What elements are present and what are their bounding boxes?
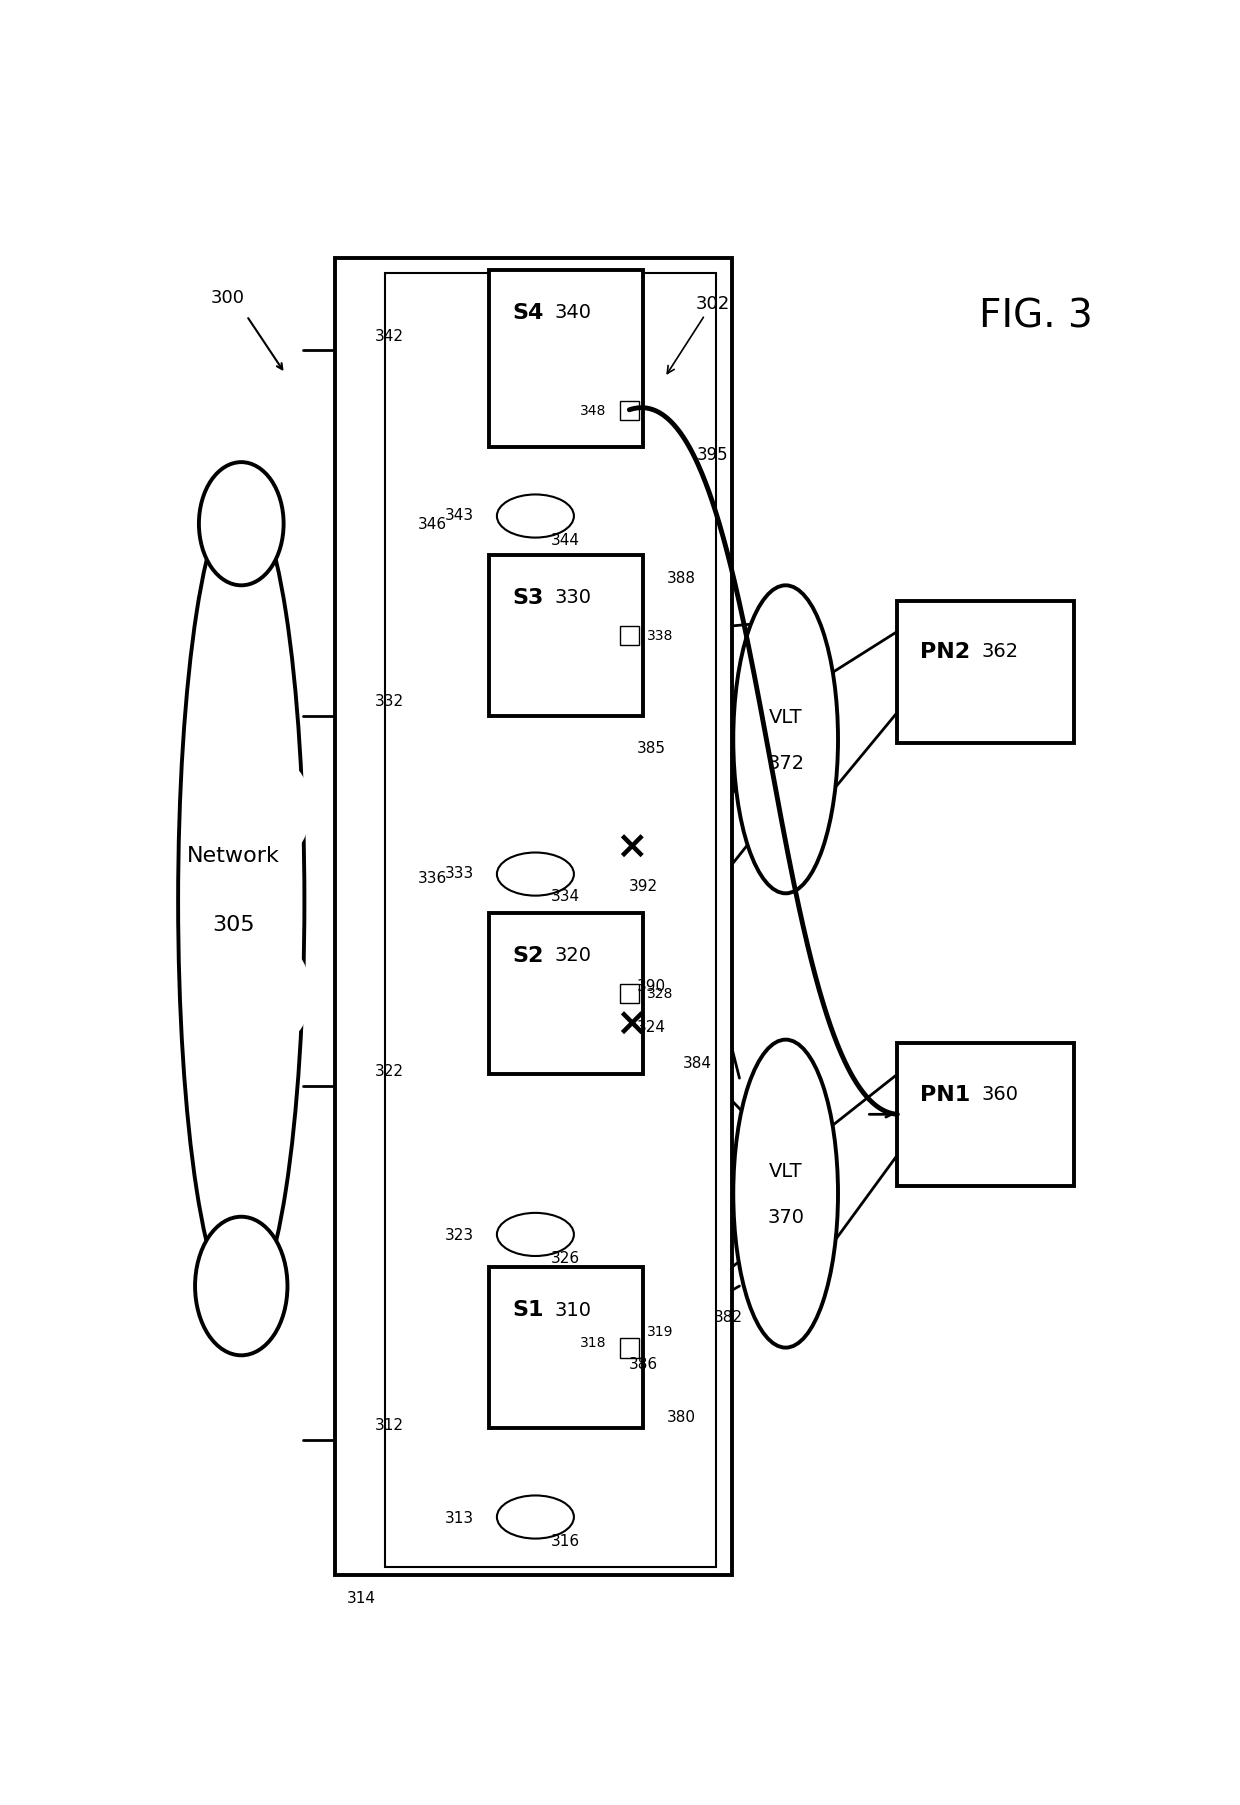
- Text: Network: Network: [187, 845, 280, 865]
- Text: S4: S4: [512, 303, 543, 323]
- Text: 362: 362: [982, 643, 1019, 661]
- Ellipse shape: [195, 1217, 288, 1356]
- Bar: [898, 1043, 1074, 1186]
- Bar: [490, 1267, 644, 1430]
- Text: 340: 340: [554, 303, 591, 323]
- Text: 380: 380: [667, 1410, 696, 1424]
- Text: 342: 342: [374, 329, 403, 343]
- Text: 326: 326: [551, 1251, 580, 1265]
- Bar: [620, 986, 640, 1004]
- Text: 395: 395: [697, 446, 728, 464]
- Bar: [620, 1339, 640, 1357]
- Text: 330: 330: [554, 588, 591, 606]
- Text: S3: S3: [512, 588, 543, 608]
- Bar: [490, 271, 644, 448]
- Text: 324: 324: [636, 1020, 666, 1034]
- Ellipse shape: [733, 587, 838, 893]
- Text: 333: 333: [445, 866, 474, 881]
- Ellipse shape: [257, 764, 310, 856]
- Ellipse shape: [497, 1496, 574, 1538]
- Text: 385: 385: [636, 740, 666, 754]
- Ellipse shape: [497, 495, 574, 538]
- Text: 320: 320: [554, 946, 591, 966]
- Text: ×: ×: [615, 828, 649, 866]
- Text: 372: 372: [768, 753, 805, 773]
- Ellipse shape: [179, 493, 304, 1309]
- Bar: [620, 626, 640, 646]
- Text: PN2: PN2: [920, 641, 971, 661]
- Text: 332: 332: [374, 693, 404, 709]
- Text: 382: 382: [713, 1310, 743, 1325]
- Bar: [620, 401, 640, 421]
- Bar: [386, 274, 717, 1567]
- Ellipse shape: [497, 1213, 574, 1256]
- Text: 386: 386: [629, 1356, 657, 1370]
- Text: 316: 316: [551, 1532, 580, 1547]
- Text: VLT: VLT: [769, 1161, 802, 1180]
- Ellipse shape: [733, 1040, 838, 1348]
- Text: 338: 338: [647, 628, 673, 643]
- Text: 384: 384: [682, 1056, 712, 1070]
- Ellipse shape: [497, 854, 574, 895]
- Text: 310: 310: [554, 1300, 591, 1319]
- Text: 392: 392: [629, 879, 657, 893]
- Text: 328: 328: [647, 987, 673, 1000]
- Text: 314: 314: [347, 1590, 376, 1605]
- Text: 344: 344: [551, 532, 580, 547]
- Text: 390: 390: [636, 978, 666, 995]
- Text: 323: 323: [445, 1227, 474, 1242]
- Text: ×: ×: [615, 1005, 649, 1043]
- Text: 322: 322: [374, 1063, 403, 1078]
- Text: 300: 300: [211, 289, 244, 307]
- Text: 313: 313: [445, 1509, 474, 1525]
- Bar: [490, 556, 644, 717]
- Text: 348: 348: [580, 404, 606, 417]
- Text: 346: 346: [418, 516, 446, 532]
- Text: 305: 305: [212, 915, 255, 935]
- Ellipse shape: [257, 948, 310, 1040]
- Text: S2: S2: [512, 946, 543, 966]
- Text: 318: 318: [580, 1336, 606, 1350]
- Ellipse shape: [198, 462, 284, 587]
- Text: 334: 334: [551, 888, 580, 904]
- Text: 312: 312: [374, 1417, 403, 1433]
- Text: VLT: VLT: [769, 708, 802, 726]
- Text: 370: 370: [768, 1208, 805, 1227]
- Text: PN1: PN1: [920, 1085, 971, 1105]
- Text: 343: 343: [445, 507, 474, 523]
- Text: 319: 319: [647, 1323, 673, 1338]
- Text: 360: 360: [982, 1085, 1019, 1103]
- Bar: [898, 601, 1074, 744]
- Text: 302: 302: [667, 294, 729, 374]
- Bar: [490, 913, 644, 1074]
- Text: 336: 336: [418, 872, 446, 886]
- Text: 388: 388: [667, 570, 696, 587]
- Text: S1: S1: [512, 1300, 544, 1319]
- Text: FIG. 3: FIG. 3: [980, 298, 1092, 336]
- Bar: [335, 258, 732, 1576]
